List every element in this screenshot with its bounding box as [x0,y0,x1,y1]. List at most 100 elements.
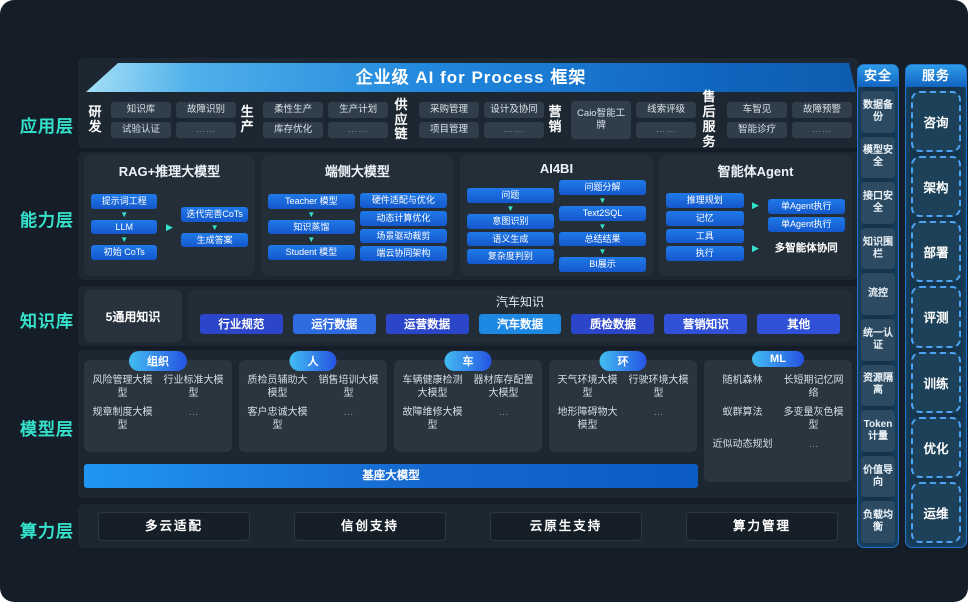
capability-box-2: AI4BI 问题 ▼ 意图识别 语义生成 复杂度判别 问题分解 ▼ Text2SQL ▼ 总结结果 ▼… [459,155,653,276]
capability-left-column: Teacher 模型 ▼ 知识蒸馏 ▼ Student 模型 [267,184,355,270]
arrow-right-icon: ▶ [165,221,173,232]
service-item-1[interactable]: 架构 [911,156,961,218]
app-chip[interactable]: …… [792,122,853,138]
cap-step-chip[interactable]: 提示词工程 [91,193,158,209]
cap-step-chip[interactable]: 硬件适配与优化 [359,192,447,208]
model-item: 行驶环境大模型 [628,375,689,399]
knowledge-button-4[interactable]: 质检数据 [571,314,655,334]
model-item: 故障维修大模型 [402,407,463,431]
cap-step-chip[interactable]: 工具 [665,228,744,244]
cap-step-chip[interactable]: 动态计算优化 [359,210,447,226]
security-rail-title: 安全 [858,65,898,87]
model-item: 器材库存配置大模型 [473,375,534,399]
application-layer-row: 研发 知识库 试验认证 故障识别…… 生产 柔性生产 库存优化 生产计划…… 供应链 采购管理 项目… [84,89,853,149]
cap-step-chip[interactable]: 初始 CoTs [91,245,158,261]
cap-step-chip[interactable]: Student 模型 [267,245,355,261]
cap-step-chip[interactable]: 推理规划 [665,192,744,208]
cap-step-chip[interactable]: 执行 [665,246,744,262]
service-item-0[interactable]: 咨询 [911,91,961,153]
knowledge-button-6[interactable]: 其他 [757,314,841,334]
service-item-4[interactable]: 训练 [911,351,961,413]
capability-box-body: Teacher 模型 ▼ 知识蒸馏 ▼ Student 模型 硬件适配与优化 动态计算优化场… [267,184,447,270]
security-item-2[interactable]: 接口安全 [861,182,895,224]
app-group-label: 售后服务 [702,89,716,149]
cap-step-chip[interactable]: 复杂度判别 [466,249,554,265]
app-chip[interactable]: …… [328,122,389,138]
cap-step-chip[interactable]: 场景驱动裁剪 [359,228,447,244]
app-chip-column: 生产计划 …… [328,101,389,139]
cap-step-chip[interactable]: 意图识别 [466,213,554,229]
security-item-1[interactable]: 模型安全 [861,136,895,179]
cap-step-chip[interactable]: LLM [91,219,158,235]
app-chip[interactable]: 生产计划 [328,102,389,118]
cap-step-chip[interactable]: 问题分解 [558,180,646,195]
app-chip[interactable]: …… [636,122,697,138]
knowledge-button-5[interactable]: 营销知识 [664,314,748,334]
knowledge-button-2[interactable]: 运营数据 [385,314,469,334]
app-chip[interactable]: 智能诊疗 [727,122,788,138]
compute-button-0[interactable]: 多云适配 [98,511,250,541]
capability-box-3: 智能体Agent 推理规划 记忆 工具 执行 ▶ ▶ 单Agent执行 单Agent执行 多智能体… [658,155,853,276]
model-category-pill: 人 [289,351,337,371]
app-chip[interactable]: 故障识别 [176,102,237,118]
arrow-down-icon: ▼ [210,222,219,232]
security-item-0[interactable]: 数据备份 [861,91,895,133]
security-item-7[interactable]: Token计量 [861,410,895,452]
compute-button-2[interactable]: 云原生支持 [490,511,642,541]
app-chip[interactable]: 项目管理 [419,122,480,138]
service-item-6[interactable]: 运维 [911,481,961,543]
cap-step-chip[interactable]: 知识蒸馏 [267,219,355,235]
cap-step-chip[interactable]: 语义生成 [466,231,554,247]
app-chip[interactable]: 车智见 [727,102,788,118]
app-chip[interactable]: 故障预警 [792,102,853,118]
model-category-pill: ML [752,351,804,367]
security-item-6[interactable]: 资源隔离 [861,364,895,407]
capability-connector-column: ▶ ▶ [749,184,763,270]
arrow-down-icon: ▼ [120,209,129,219]
cap-step-chip[interactable]: 单Agent执行 [767,199,846,214]
app-chip[interactable]: 库存优化 [263,122,324,138]
knowledge-button-3[interactable]: 汽车数据 [478,314,562,334]
cap-step-chip[interactable]: Text2SQL [558,205,646,221]
security-item-8[interactable]: 价值导向 [861,455,895,498]
knowledge-button-1[interactable]: 运行数据 [292,314,376,334]
base-model-bar[interactable]: 基座大模型 [84,464,698,488]
service-item-5[interactable]: 优化 [911,416,961,478]
app-group-2: 供应链 采购管理 项目管理 设计及协同 …… [388,97,545,143]
security-item-list: 数据备份 模型安全 接口安全 知识围栏 流控 统一认证 资源隔离 Token计量 价值导向 负载均… [858,87,898,547]
cap-step-chip[interactable]: 记忆 [665,210,744,226]
cap-step-chip[interactable]: 总结结果 [558,231,646,247]
app-chip[interactable]: Caio智能工牌 [571,101,632,139]
cap-step-chip[interactable]: Teacher 模型 [267,193,355,209]
cap-step-chip[interactable]: 问题 [466,188,554,203]
cap-step-chip[interactable]: 迭代完善CoTs [181,206,248,222]
cap-step-chip[interactable]: BI展示 [558,257,646,273]
app-chip[interactable]: 采购管理 [419,102,480,118]
security-item-9[interactable]: 负载均衡 [861,501,895,543]
app-chip[interactable]: 设计及协同 [484,102,545,118]
app-chip[interactable]: …… [176,122,237,138]
service-item-2[interactable]: 部署 [911,221,961,283]
model-item: 地形障碍物大模型 [557,407,618,431]
cap-step-chip[interactable]: 单Agent执行 [767,217,846,232]
general-knowledge-label: 5通用知识 [105,309,161,324]
knowledge-button-0[interactable]: 行业规范 [200,314,283,334]
app-chip[interactable]: 柔性生产 [263,102,324,118]
service-item-3[interactable]: 评测 [911,286,961,348]
cap-step-chip[interactable]: 端云协同架构 [359,246,447,262]
security-item-5[interactable]: 统一认证 [861,318,895,361]
model-item: 多变量灰色模型 [783,407,844,431]
model-item: 天气环境大模型 [557,375,618,399]
app-chip[interactable]: …… [484,122,545,138]
app-chip[interactable]: 线索评级 [636,102,697,118]
compute-button-3[interactable]: 算力管理 [686,511,838,541]
compute-button-1[interactable]: 信创支持 [294,511,446,541]
capability-box-title: 智能体Agent [717,164,794,179]
app-group-1: 生产 柔性生产 库存优化 生产计划 …… [236,101,389,139]
app-chip[interactable]: 试验认证 [111,122,172,138]
security-item-4[interactable]: 流控 [861,273,895,315]
cap-step-chip[interactable]: 生成答案 [181,232,248,248]
security-item-3[interactable]: 知识围栏 [861,227,895,270]
app-chip[interactable]: 知识库 [111,102,172,118]
model-category-pill: 环 [599,351,647,371]
